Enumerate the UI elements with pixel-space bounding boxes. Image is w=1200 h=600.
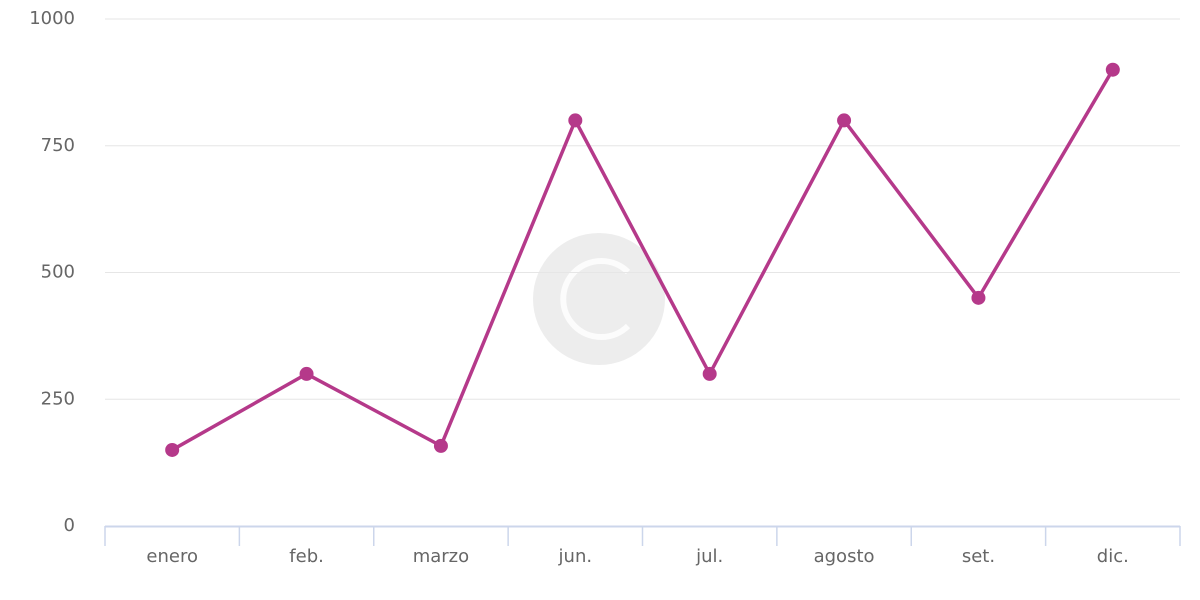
x-tick-label: dic.	[1097, 546, 1129, 567]
watermark	[533, 233, 665, 365]
point	[1105, 62, 1120, 77]
y-tick-label: 250	[41, 388, 75, 409]
line	[171, 68, 1115, 452]
x-tick-label: feb.	[289, 546, 324, 567]
point	[971, 290, 986, 305]
y-tick-label: 0	[64, 515, 75, 536]
x-tick-label: set.	[962, 546, 995, 567]
point	[568, 113, 583, 128]
x-tick-label: marzo	[413, 546, 469, 567]
x-tick-label: enero	[146, 546, 198, 567]
x-tick-label: jul.	[695, 546, 723, 567]
x-tick-label: jun.	[558, 546, 593, 567]
point	[299, 366, 314, 381]
y-tick-label: 1000	[29, 8, 75, 29]
point	[702, 366, 717, 381]
y-tick-label: 750	[41, 135, 75, 156]
point	[165, 442, 180, 457]
point	[433, 438, 448, 453]
point	[837, 113, 852, 128]
y-tick-label: 500	[41, 262, 75, 283]
x-tick-label: agosto	[814, 546, 875, 567]
